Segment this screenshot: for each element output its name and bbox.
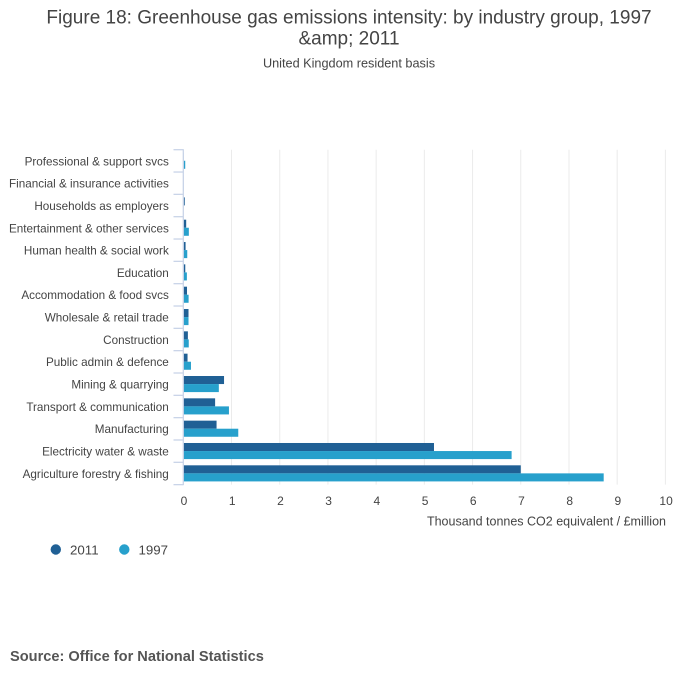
svg-text:6: 6 [470,494,477,508]
svg-text:United Kingdom resident basis: United Kingdom resident basis [263,57,435,71]
svg-text:Figure 18: Greenhouse gas emis: Figure 18: Greenhouse gas emissions inte… [46,7,651,28]
svg-text:Source: Office for National St: Source: Office for National Statistics [10,649,264,665]
svg-text:Transport & communication: Transport & communication [26,401,168,414]
svg-text:8: 8 [566,494,573,508]
svg-text:&amp; 2011: &amp; 2011 [298,28,399,49]
svg-text:Accommodation & food svcs: Accommodation & food svcs [21,289,169,302]
svg-text:2011: 2011 [70,542,99,557]
svg-text:1: 1 [229,494,236,508]
svg-text:5: 5 [422,494,429,508]
svg-text:Professional & support svcs: Professional & support svcs [25,155,169,168]
svg-text:Financial & insurance activiti: Financial & insurance activities [9,178,169,191]
svg-text:7: 7 [518,494,525,508]
svg-text:Wholesale & retail trade: Wholesale & retail trade [45,312,169,325]
svg-text:0: 0 [181,494,188,508]
svg-text:Electricity water & waste: Electricity water & waste [42,446,169,459]
svg-text:Households as employers: Households as employers [34,200,169,213]
svg-text:Human health & social work: Human health & social work [24,245,169,258]
svg-text:Entertainment & other services: Entertainment & other services [9,222,169,235]
svg-text:Construction: Construction [103,334,169,347]
svg-text:4: 4 [373,494,380,508]
svg-text:Public admin & defence: Public admin & defence [46,356,169,369]
svg-text:9: 9 [615,494,622,508]
svg-text:2: 2 [277,494,284,508]
svg-text:Agriculture forestry & fishing: Agriculture forestry & fishing [23,468,169,481]
svg-text:3: 3 [325,494,332,508]
svg-text:Manufacturing: Manufacturing [95,423,169,436]
svg-text:1997: 1997 [139,542,169,557]
svg-text:Thousand tonnes CO2 equivalent: Thousand tonnes CO2 equivalent / £millio… [427,515,666,529]
svg-text:Education: Education [117,267,169,280]
svg-text:Mining & quarrying: Mining & quarrying [71,379,168,392]
svg-text:10: 10 [659,494,673,508]
